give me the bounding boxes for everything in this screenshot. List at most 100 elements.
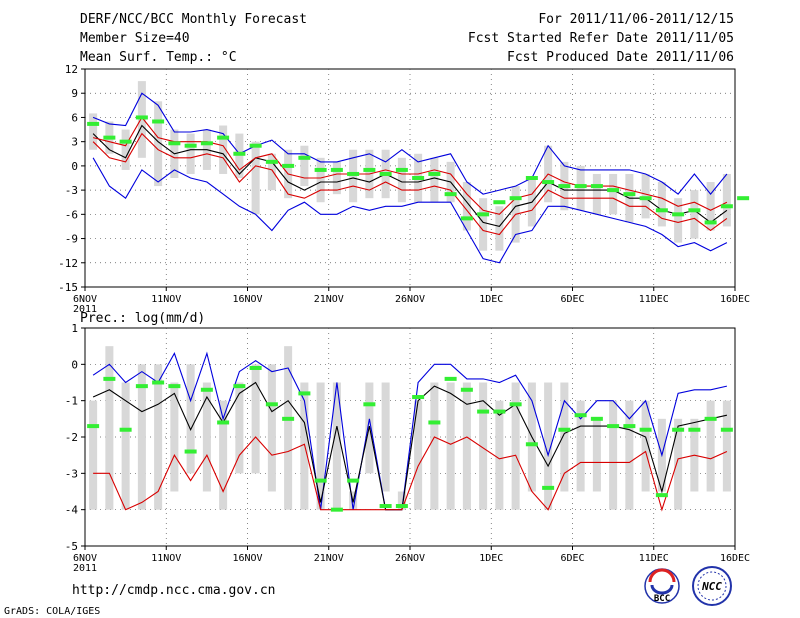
obs-marker-day-37: [688, 427, 701, 432]
spread-bar-day-24: [479, 198, 488, 251]
obs-marker-day-4: [152, 380, 165, 385]
x-tick-label: 21NOV: [314, 294, 344, 305]
obs-marker-day-6: [184, 143, 197, 148]
forecast-period: For 2011/11/06-2011/12/15: [538, 12, 734, 27]
obs-marker-day-34: [639, 196, 652, 201]
forecast-produced-date: Fcst Produced Date 2011/11/06: [507, 50, 734, 65]
obs-marker-day-22: [444, 376, 457, 381]
x-tick-label: 16NOV: [232, 553, 262, 564]
obs-marker-day-39: [720, 427, 733, 432]
source-url[interactable]: http://cmdp.ncc.cma.gov.cn: [72, 583, 276, 598]
series-line-ensemble-mean: [92, 124, 728, 228]
obs-marker-day-32: [607, 188, 620, 193]
spread-bar-day-32: [609, 173, 618, 215]
obs-marker-day-15: [330, 167, 343, 172]
x-tick-label: 6DEC: [560, 553, 584, 564]
spread-bar-day-38: [706, 400, 715, 492]
y-tick-label: 6: [71, 111, 78, 124]
obs-marker-day-2: [119, 427, 132, 432]
spread-bar-day-31: [592, 418, 601, 492]
spread-bar-day-7: [202, 382, 211, 492]
obs-marker-day-9: [233, 384, 246, 389]
obs-marker-day-18: [379, 171, 392, 176]
obs-marker-day-36: [672, 212, 685, 217]
obs-marker-day-38: [704, 416, 717, 421]
x-tick-label: 1DEC: [479, 294, 503, 305]
spread-bar-day-14: [316, 382, 325, 510]
spread-bar-day-37: [690, 190, 699, 239]
spread-bar-day-9: [235, 382, 244, 474]
obs-marker-day-15: [330, 507, 343, 512]
x-tick-label: 6DEC: [560, 294, 584, 305]
bcc-logo-text: BCC: [654, 594, 670, 604]
obs-marker-day-35: [655, 208, 668, 213]
obs-marker-day-30: [574, 184, 587, 189]
spread-bar-day-23: [462, 382, 471, 510]
x-tick-label: 11NOV: [151, 553, 181, 564]
obs-marker-day-12: [282, 416, 295, 421]
spread-bar-day-11: [267, 153, 276, 191]
spread-bar-day-0: [89, 400, 98, 510]
obs-marker-day-17: [363, 402, 376, 407]
spread-bar-day-36: [674, 418, 683, 510]
y-tick-label: 0: [71, 358, 78, 371]
spread-bar-day-34: [641, 173, 650, 219]
obs-marker-day-4: [152, 119, 165, 124]
spread-bar-day-25: [495, 400, 504, 510]
obs-marker-day-38: [704, 220, 717, 225]
spread-bar-day-25: [495, 206, 504, 251]
spread-bar-day-15: [332, 161, 341, 195]
spread-bar-day-13: [300, 145, 309, 187]
spread-bar-day-35: [657, 182, 666, 227]
grads-credit: GrADS: COLA/IGES: [4, 606, 100, 617]
spread-bar-day-36: [674, 198, 683, 243]
ncc-logo-text: NCC: [701, 580, 722, 593]
series-line-ensemble-min: [92, 157, 728, 264]
spread-bar-day-2: [121, 382, 130, 510]
spread-bar-day-11: [267, 364, 276, 492]
obs-marker-day-31: [590, 416, 603, 421]
obs-marker-day-7: [200, 141, 213, 146]
obs-marker-day-12: [282, 163, 295, 168]
obs-marker-day-18: [379, 504, 392, 509]
obs-marker-day-6: [184, 449, 197, 454]
spread-bar-day-3: [137, 364, 146, 510]
spread-bar-day-1: [105, 346, 114, 510]
obs-marker-day-0: [87, 424, 100, 429]
obs-marker-day-3: [135, 384, 148, 389]
series-line-ensemble-max: [92, 351, 728, 511]
spread-bar-day-26: [511, 382, 520, 510]
spread-bar-day-19: [397, 491, 406, 510]
y-tick-label: -1: [65, 395, 78, 408]
obs-marker-day-13: [298, 391, 311, 396]
obs-marker-day-25: [493, 200, 506, 205]
obs-marker-day-11: [265, 159, 278, 164]
spread-bar-day-31: [592, 173, 601, 215]
x-tick-label: 11DEC: [639, 294, 669, 305]
obs-marker-day-39: [720, 204, 733, 209]
spread-bar-day-39: [722, 173, 731, 227]
obs-marker-day-17: [363, 167, 376, 172]
spread-bar-day-21: [430, 157, 439, 203]
variable-label: Mean Surf. Temp.: °C: [80, 50, 237, 65]
spread-bar-day-34: [641, 400, 650, 492]
x-tick-label: 26NOV: [395, 294, 425, 305]
spread-bar-day-10: [251, 364, 260, 474]
obs-marker-day-11: [265, 402, 278, 407]
obs-marker-day-1: [103, 135, 116, 140]
forecast-start-date: Fcst Started Refer Date 2011/11/05: [468, 31, 734, 46]
obs-marker-day-0: [87, 121, 100, 126]
spread-bar-day-38: [706, 182, 715, 231]
obs-marker-day-40: [737, 196, 750, 201]
x-year-label: 2011: [73, 563, 97, 574]
y-tick-label: -6: [65, 208, 78, 221]
spread-bar-day-4: [154, 364, 163, 510]
x-tick-label: 26NOV: [395, 553, 425, 564]
spread-bar-day-9: [235, 133, 244, 178]
obs-marker-day-25: [493, 409, 506, 414]
spread-bar-day-14: [316, 157, 325, 203]
obs-marker-day-37: [688, 208, 701, 213]
spread-bar-day-4: [154, 101, 163, 187]
